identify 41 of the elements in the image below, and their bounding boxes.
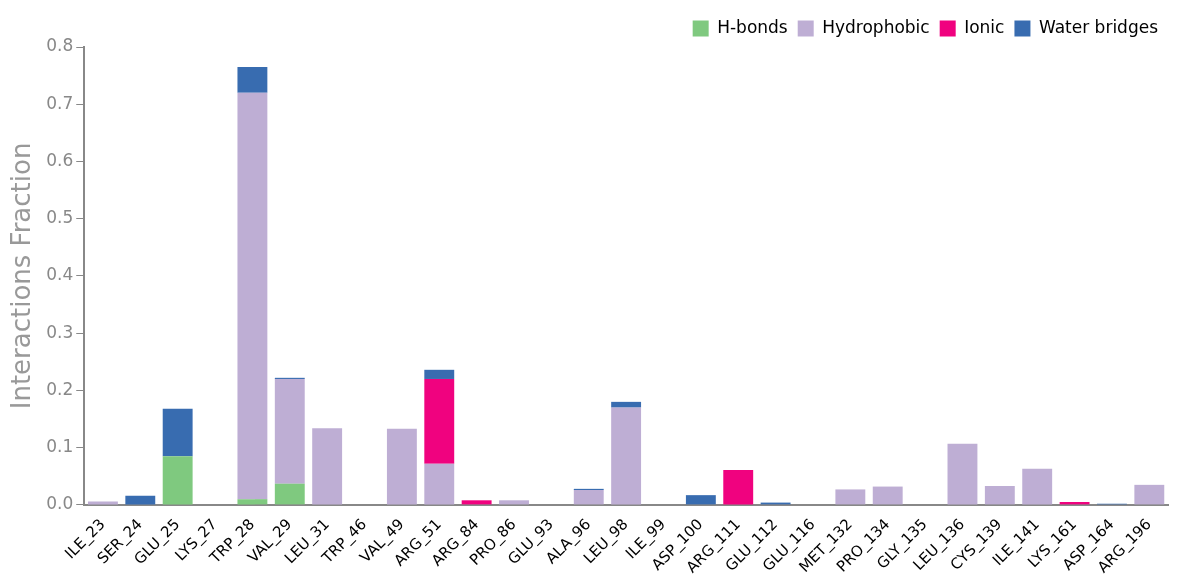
- bar: [461, 500, 492, 505]
- legend-label: H-bonds: [717, 16, 788, 37]
- y-tick-label: 0.5: [46, 207, 74, 228]
- bar: [162, 456, 193, 505]
- bar: [499, 500, 529, 505]
- legend-label: Ionic: [964, 16, 1005, 37]
- bar: [274, 378, 305, 484]
- bar: [424, 463, 455, 505]
- bar: [424, 378, 455, 464]
- legend-label: Water bridges: [1038, 16, 1159, 37]
- bar: [611, 401, 642, 408]
- bar: [872, 486, 903, 505]
- y-tick-label: 0.7: [46, 92, 74, 113]
- bar: [1022, 468, 1053, 505]
- bar: [274, 483, 305, 505]
- bar: [723, 469, 754, 505]
- bar: [424, 369, 455, 379]
- bar: [573, 490, 604, 505]
- bar: [125, 495, 156, 505]
- bar: [237, 499, 268, 505]
- y-tick-label: 0.1: [46, 436, 74, 457]
- bar: [386, 428, 417, 505]
- bar: [1134, 484, 1165, 505]
- bar: [87, 501, 118, 505]
- bar: [611, 407, 642, 505]
- y-tick-label: 0.8: [46, 35, 74, 56]
- bar: [237, 67, 268, 93]
- y-axis-title: Interactions Fraction: [6, 142, 37, 410]
- y-tick-label: 0.3: [46, 321, 74, 342]
- y-tick-label: 0.6: [46, 149, 74, 170]
- bar: [685, 495, 716, 505]
- bar: [312, 428, 343, 505]
- y-tick-label: 0.0: [46, 493, 74, 514]
- y-tick-label: 0.2: [46, 378, 74, 399]
- legend-label: Hydrophobic: [822, 16, 930, 37]
- y-tick-label: 0.4: [46, 264, 74, 285]
- bar: [984, 485, 1015, 505]
- bar: [162, 408, 193, 457]
- bar: [237, 92, 268, 500]
- bar: [835, 489, 866, 505]
- bar: [947, 443, 978, 505]
